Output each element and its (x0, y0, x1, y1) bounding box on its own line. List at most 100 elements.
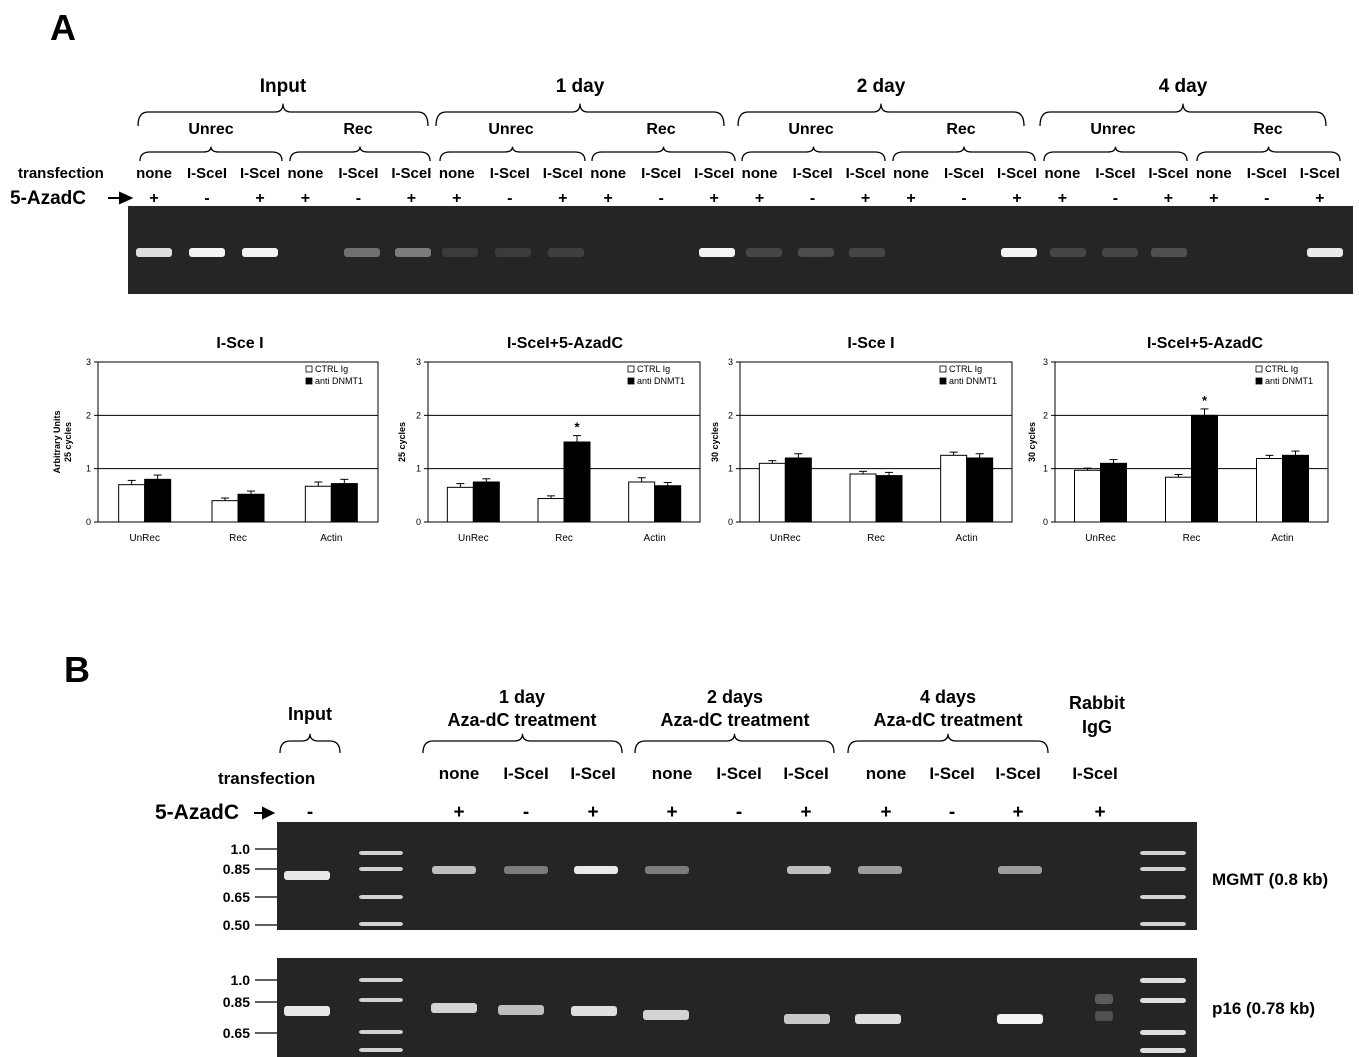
group-brace (422, 733, 623, 754)
bar (1165, 476, 1192, 523)
x-tick-label: UnRec (458, 533, 489, 544)
aza-sign: + (1012, 190, 1021, 207)
ladder-band (1140, 978, 1186, 983)
bar-chart: I-Sce I 0 1 2 3 Arbitrary Units25 cycles UnRec… (52, 335, 379, 544)
legend-entry: CTRL Ig (1265, 364, 1298, 374)
gel-band (1102, 248, 1138, 257)
lane-label: none (1044, 165, 1080, 182)
ladder-band (1140, 922, 1186, 926)
bar (654, 485, 682, 523)
x-tick-label: UnRec (129, 533, 160, 544)
x-tick-label: Rec (229, 533, 247, 544)
aza-sign: + (861, 190, 870, 207)
aza-sign: + (906, 190, 915, 207)
ladder-band (1140, 895, 1186, 899)
aza-sign: + (255, 190, 264, 207)
chart-title: I-Sce I (847, 335, 894, 352)
legend-swatch (627, 377, 635, 385)
aza-sign: + (407, 190, 416, 207)
gel-band (1151, 248, 1187, 257)
legend-entry: anti DNMT1 (1265, 376, 1313, 386)
bar (1074, 469, 1101, 523)
aza-label: 5-AzadC (155, 801, 239, 824)
lane-label: I-SceI (543, 165, 583, 182)
lane-label: I-SceI (997, 165, 1037, 182)
aza-sign: - (1113, 190, 1118, 207)
lane-label: I-SceI (1247, 165, 1287, 182)
x-tick-label: Actin (320, 533, 342, 544)
aza-sign: + (666, 802, 677, 823)
gel-band (858, 866, 902, 874)
bar (849, 473, 877, 523)
subgroup-title: Unrec (488, 121, 533, 138)
y-tick-label: 3 (728, 357, 733, 367)
bar-chart: I-SceI+5-AzadC 0 1 2 3 30 cycles UnRec Rec * Acti… (1027, 335, 1329, 544)
lane-label: I-SceI (846, 165, 886, 182)
y-axis-label: 25 cycles (397, 422, 407, 462)
gel-band (1001, 248, 1037, 257)
ladder-band (359, 867, 403, 871)
bar (1191, 414, 1218, 523)
aza-arrow (108, 191, 134, 205)
legend-swatch (627, 365, 635, 373)
ladder-band (1140, 867, 1186, 871)
ladder-band (359, 851, 403, 855)
y-tick-label: 1 (86, 464, 91, 474)
gel-band (849, 248, 885, 257)
y-tick-label: 2 (416, 410, 421, 420)
gel-band (498, 1005, 544, 1015)
size-marker-label: 0.65 (223, 889, 250, 905)
lane-label: none (136, 165, 172, 182)
gel-band (1307, 248, 1343, 257)
subgroup-brace (892, 146, 1036, 162)
ladder-band (1140, 851, 1186, 855)
significance-mark: * (1202, 393, 1208, 408)
subgroup-title: Unrec (788, 121, 833, 138)
y-tick-label: 2 (1043, 410, 1048, 420)
subgroup-brace (139, 146, 283, 162)
gel-band (344, 248, 380, 257)
aza-sign: + (1012, 802, 1023, 823)
gel-mgmt-label: MGMT (0.8 kb) (1212, 870, 1328, 889)
lane-label: I-SceI (1072, 764, 1117, 783)
gel-p16-label: p16 (0.78 kb) (1212, 999, 1315, 1018)
gel-band (746, 248, 782, 257)
subgroup-title: Unrec (188, 121, 233, 138)
bar (118, 484, 146, 523)
size-marker-label: 0.50 (223, 917, 250, 933)
subgroup-brace (439, 146, 586, 162)
bar (144, 478, 172, 523)
aza-sign: - (1264, 190, 1269, 207)
gel-band (495, 248, 531, 257)
y-tick-label: 1 (1043, 464, 1048, 474)
chart-title: I-Sce I (216, 335, 263, 352)
y-tick-label: 1 (728, 464, 733, 474)
lane-label: I-SceI (929, 764, 974, 783)
group-brace (1039, 103, 1327, 127)
legend-entry: anti DNMT1 (637, 376, 685, 386)
bar (446, 486, 474, 523)
x-tick-label: UnRec (770, 533, 801, 544)
gel-band (136, 248, 172, 257)
ladder-band (1140, 998, 1186, 1003)
panel-label-a: A (50, 7, 76, 48)
legend-entry: CTRL Ig (949, 364, 982, 374)
bar (784, 457, 812, 523)
subgroup-title: Rec (646, 121, 675, 138)
lane-label: none (742, 165, 778, 182)
aza-sign: - (307, 802, 313, 823)
lane-label: I-SceI (1300, 165, 1340, 182)
gel-band (504, 866, 548, 874)
lane-label: I-SceI (716, 764, 761, 783)
x-tick-label: Rec (1183, 533, 1201, 544)
lane-label: I-SceI (391, 165, 431, 182)
chart-title: I-SceI+5-AzadC (1147, 335, 1263, 352)
group-brace (137, 103, 429, 127)
significance-mark: * (574, 420, 580, 435)
ladder-band (1140, 1048, 1186, 1053)
gel-band (855, 1014, 901, 1024)
legend-entry: CTRL Ig (315, 364, 348, 374)
aza-sign: + (149, 190, 158, 207)
group-brace (737, 103, 1025, 127)
legend-swatch (1255, 365, 1263, 373)
